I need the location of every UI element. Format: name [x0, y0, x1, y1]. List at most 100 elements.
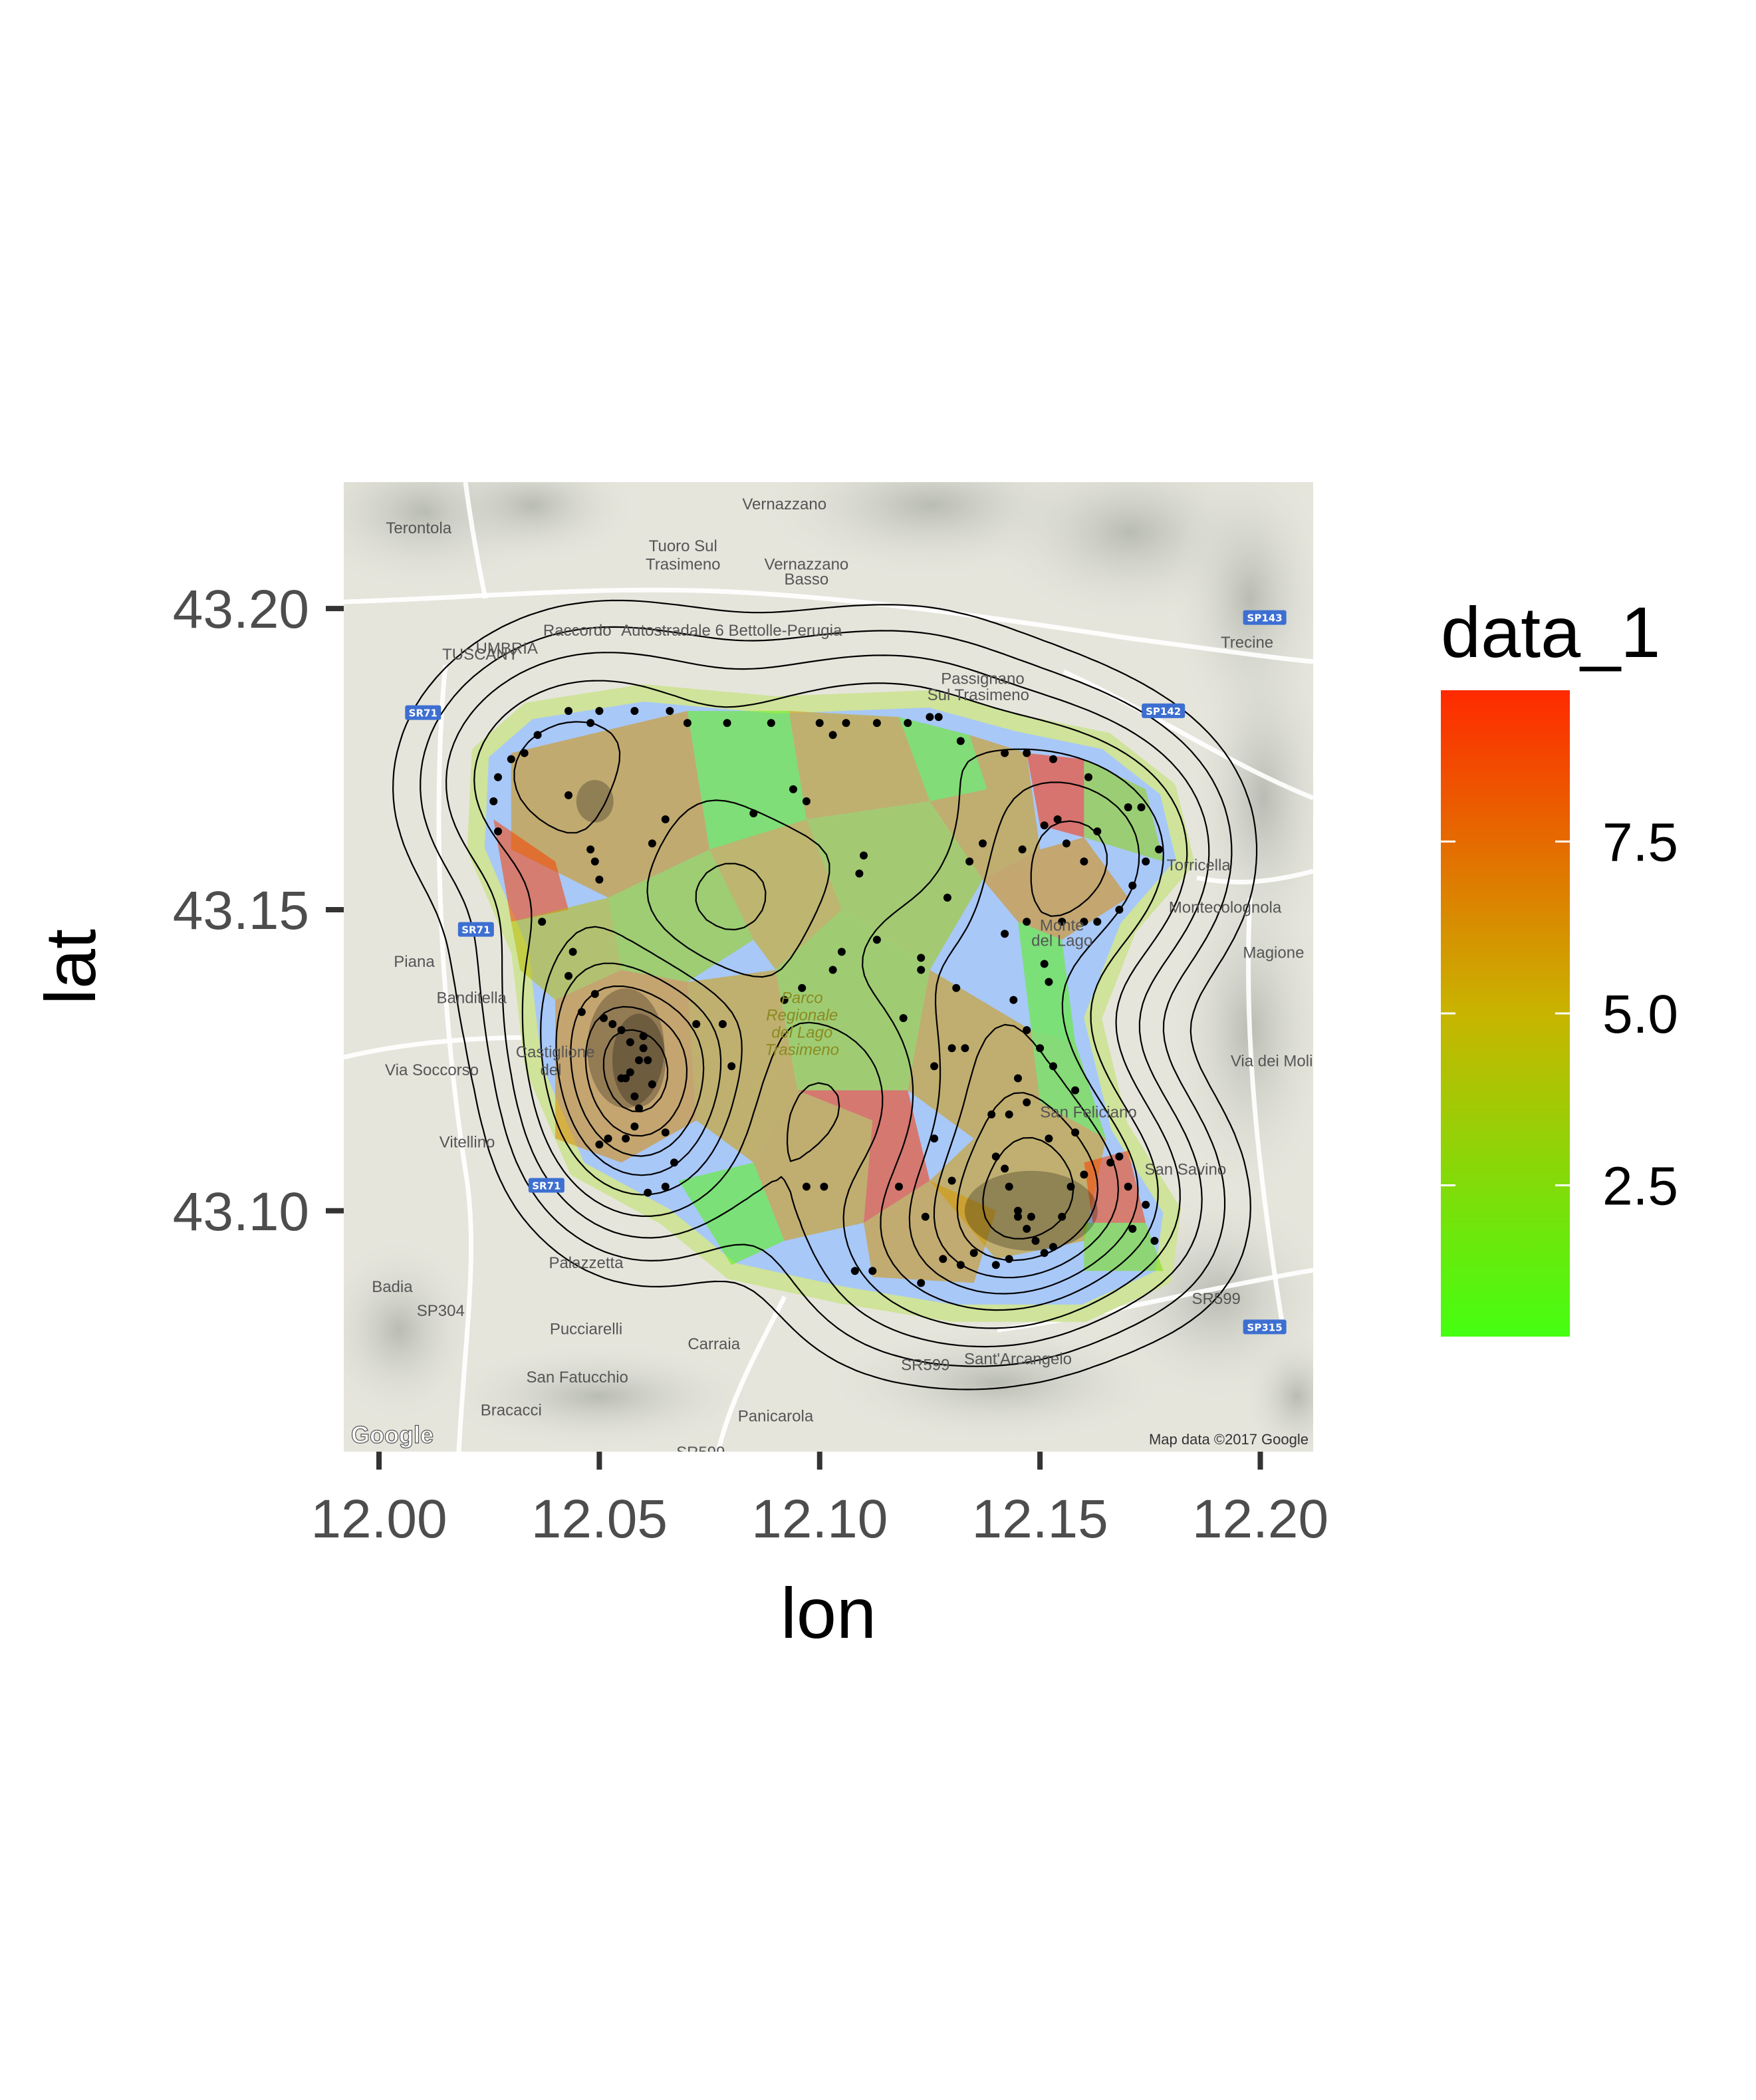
y-tick-label: 43.10: [173, 1182, 309, 1242]
road-label: SR599: [901, 1357, 949, 1375]
road-badge-label: SP315: [1247, 1321, 1283, 1333]
sample-point: [1023, 749, 1031, 757]
sample-point: [1023, 1026, 1031, 1035]
place-label: Trasimeno: [646, 555, 720, 573]
sample-point: [965, 857, 974, 866]
place-label: Badia: [372, 1278, 413, 1296]
sample-point: [723, 719, 731, 727]
density-contour-line: [570, 820, 1119, 1279]
road-badge: [528, 1178, 564, 1193]
sample-point: [798, 984, 807, 992]
sample-point: [1023, 1098, 1031, 1107]
park-label: Regionale: [766, 1006, 838, 1024]
sample-point: [595, 875, 604, 884]
sample-point: [568, 948, 577, 956]
sample-point: [683, 719, 691, 727]
place-label: Passignano: [941, 670, 1024, 688]
sample-point: [604, 1134, 612, 1143]
map-attribution: Map data ©2017 Google: [1149, 1431, 1309, 1448]
place-label: Sant'Arcangelo: [964, 1351, 1072, 1369]
sample-point: [661, 815, 670, 824]
road-label: Autostradale 6 Bettolle-Perugia: [621, 622, 842, 640]
sample-point: [855, 869, 864, 878]
place-label: Tuoro Sul: [649, 537, 717, 555]
place-label: Magione: [1243, 944, 1304, 962]
sample-point: [802, 1182, 811, 1191]
road-label: Via dei Molini: [1231, 1052, 1325, 1070]
sample-point: [1142, 1200, 1150, 1209]
road-badge-label: SP143: [1247, 612, 1283, 624]
place-label: Sul Trasimeno: [928, 686, 1029, 704]
sample-point: [895, 1182, 903, 1191]
hill-shade: [426, 482, 638, 565]
hill-shade: [1170, 858, 1313, 1204]
sample-point: [644, 1188, 652, 1197]
sample-point: [661, 1128, 670, 1136]
sample-point: [939, 1255, 947, 1263]
sample-point: [1137, 803, 1146, 811]
sample-point: [666, 707, 674, 716]
sample-point: [1053, 815, 1062, 824]
sample-point: [956, 1261, 965, 1269]
place-label: Castiglione: [516, 1043, 595, 1061]
sample-point: [820, 1182, 828, 1191]
sample-point: [1080, 857, 1088, 866]
density-contours: [392, 599, 1258, 1390]
sample-points: [489, 707, 1163, 1287]
sample-point: [947, 1176, 956, 1185]
zone-polygon: [493, 819, 568, 922]
zone-polygon: [753, 1090, 873, 1241]
road: [1196, 868, 1313, 885]
place-label: Vernazzano: [742, 495, 826, 513]
sample-point: [1049, 1062, 1057, 1071]
sample-point: [956, 737, 965, 745]
road-badge: [1142, 703, 1186, 718]
sample-point: [1093, 827, 1102, 836]
zone-polygon: [1084, 759, 1164, 862]
place-label: Trecine: [1221, 634, 1273, 652]
road-label: SP304: [417, 1302, 465, 1320]
sample-point: [622, 1134, 630, 1143]
sample-point: [1124, 803, 1132, 811]
sample-point: [718, 1020, 727, 1028]
zone-polygon: [1084, 1150, 1146, 1223]
sample-point: [635, 1104, 643, 1113]
road: [1063, 669, 1313, 801]
sample-point: [1093, 918, 1102, 926]
sample-point: [630, 707, 639, 716]
sample-point: [608, 1020, 617, 1028]
sample-point: [626, 1038, 634, 1047]
sample-point: [644, 1056, 652, 1065]
road-label: SR599: [676, 1444, 725, 1462]
density-contour-line: [555, 781, 1140, 1295]
road: [436, 664, 474, 1452]
sample-point: [600, 1014, 608, 1022]
density-core: [964, 1170, 1098, 1251]
sample-point: [917, 954, 926, 962]
place-label: Montecolognola: [1169, 899, 1282, 917]
sample-point: [1155, 845, 1163, 854]
sample-point: [630, 1122, 639, 1130]
x-tick-label: 12.15: [972, 1489, 1108, 1549]
density-core: [576, 779, 614, 823]
zone-polygon: [789, 711, 930, 820]
sample-point: [828, 731, 837, 739]
zone-polygon: [775, 910, 930, 1091]
sample-point: [1115, 1152, 1124, 1161]
density-contour-line: [513, 721, 1164, 1311]
sample-point: [564, 707, 572, 716]
sample-point: [926, 713, 934, 722]
legend-breaks: 2.5 5.0 7.5: [1441, 812, 1678, 1217]
y-axis: 43.10 43.15 43.20: [173, 579, 344, 1242]
sample-point: [842, 719, 850, 727]
sample-point: [1058, 918, 1066, 926]
sample-point: [635, 1056, 643, 1065]
place-label: Bracacci: [481, 1402, 542, 1420]
zone-polygon: [899, 717, 987, 801]
sample-point: [533, 731, 542, 739]
sample-point: [626, 1068, 634, 1077]
sample-point: [1023, 1224, 1031, 1233]
sample-point: [586, 845, 595, 854]
sample-point: [1014, 1074, 1022, 1083]
